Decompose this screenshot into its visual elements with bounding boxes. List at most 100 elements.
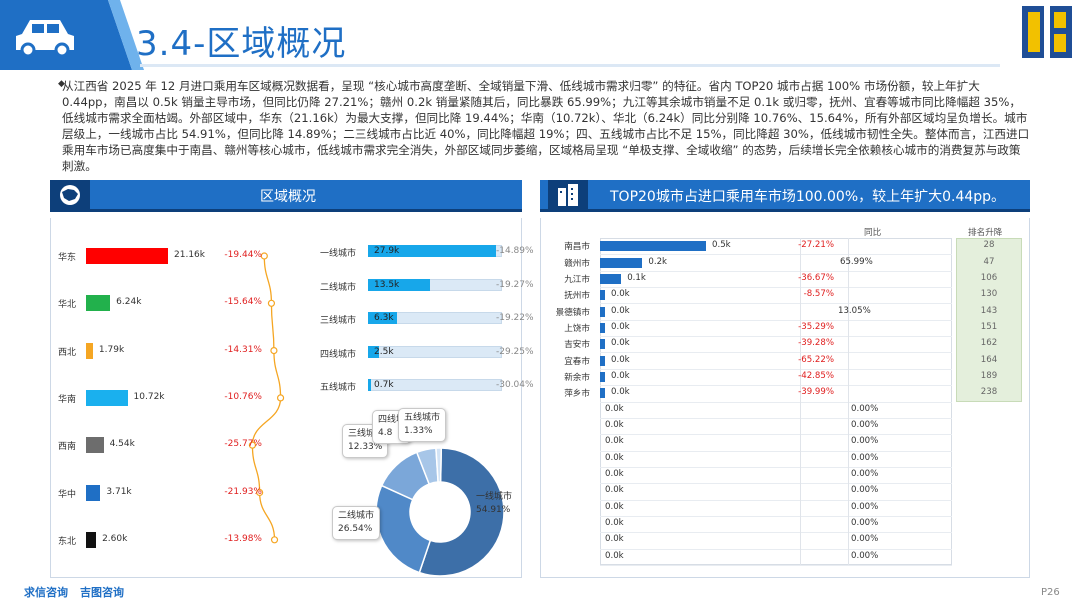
- tier-yoy: -30.04%: [496, 380, 534, 390]
- rank-column-header: 排名升降: [968, 228, 1003, 238]
- rank-column-bg: [956, 238, 1022, 402]
- city-rank: 162: [980, 338, 998, 349]
- city-value: 0.5k: [712, 240, 731, 251]
- region-yoy-point: [260, 252, 268, 260]
- tier-label: 一线城市: [320, 249, 357, 259]
- city-yoy: -35.29%: [798, 321, 834, 332]
- china-map-icon: [50, 180, 90, 212]
- tier-label: 五线城市: [320, 383, 357, 393]
- region-value: 6.24k: [116, 297, 142, 308]
- city-empty-value: 0.0k: [605, 534, 624, 545]
- city-row-divider: [600, 483, 952, 485]
- tier-value: 6.3k: [374, 313, 394, 323]
- city-row-divider: [600, 287, 952, 289]
- region-bar: [86, 531, 97, 548]
- region-value: 4.54k: [109, 439, 135, 450]
- region-label: 东北: [58, 536, 77, 547]
- region-yoy-point: [256, 488, 264, 497]
- city-bar: [600, 322, 605, 333]
- city-row-divider: [600, 565, 952, 566]
- city-row-divider: [600, 499, 952, 501]
- city-row-divider: [600, 270, 952, 272]
- city-yoy: -65.22%: [798, 354, 834, 365]
- city-value: 0.0k: [611, 354, 630, 365]
- city-row-divider: [600, 352, 952, 354]
- brand-logo-icon: [1018, 4, 1076, 62]
- city-empty-yoy: 0.00%: [851, 452, 879, 463]
- city-bar: [600, 388, 605, 399]
- city-empty-yoy: 0.00%: [851, 501, 879, 512]
- region-value: 2.60k: [102, 533, 128, 544]
- city-yoy: 65.99%: [840, 256, 873, 267]
- city-row-divider: [600, 417, 952, 419]
- callout-name: 二线城市: [338, 511, 375, 521]
- city-value: 0.2k: [648, 256, 668, 267]
- city-yoy: -39.99%: [798, 387, 834, 398]
- donut-slice: [435, 447, 443, 483]
- tier-value: 13.5k: [374, 279, 400, 290]
- city-row-divider: [600, 450, 952, 452]
- city-empty-value: 0.0k: [605, 550, 624, 561]
- city-value: 0.0k: [611, 387, 630, 398]
- city-name: 赣州市: [564, 258, 590, 269]
- city-value: 0.0k: [611, 289, 630, 300]
- tier-label: 三线城市: [320, 316, 357, 326]
- callout-name: 四线城: [378, 415, 406, 425]
- city-value: 0.0k: [611, 321, 630, 332]
- tier-yoy: -19.22%: [496, 313, 534, 323]
- footer-link-qiuxin[interactable]: 求信咨询: [24, 586, 68, 599]
- page-title: 3.4-区域概况: [136, 24, 347, 64]
- tier-bar: [368, 345, 380, 358]
- region-yoy: -21.93%: [224, 486, 262, 497]
- city-empty-value: 0.0k: [605, 452, 624, 463]
- city-yoy: -36.67%: [798, 272, 834, 283]
- city-bar: [600, 273, 622, 284]
- city-rank: 106: [980, 272, 998, 283]
- tier-bar: [368, 312, 397, 324]
- city-row-divider: [600, 368, 952, 370]
- left-panel-frame: [50, 218, 522, 578]
- city-empty-value: 0.0k: [605, 501, 624, 512]
- city-name: 新余市: [564, 372, 590, 383]
- donut-label-name: 一线城市: [476, 492, 513, 502]
- region-yoy: -13.98%: [224, 533, 262, 544]
- city-empty-yoy: 0.00%: [851, 550, 879, 561]
- region-bar: [86, 248, 168, 264]
- donut-slice: [375, 484, 432, 574]
- tier-donut-chart: [375, 447, 505, 577]
- city-row-divider: [600, 336, 952, 338]
- city-empty-value: 0.0k: [605, 420, 624, 431]
- city-empty-yoy: 0.00%: [851, 485, 879, 496]
- donut-callout-tier2: 二线城市 26.54%: [332, 506, 381, 540]
- city-row-divider: [600, 434, 952, 436]
- city-name: 上饶市: [564, 323, 590, 334]
- city-row-divider: [600, 385, 952, 387]
- city-bar: [600, 339, 605, 350]
- callout-value: 1.33%: [404, 426, 433, 436]
- city-name: 抚州市: [564, 291, 590, 302]
- right-panel-header: TOP20城市占进口乘用车市场100.00%，较上年扩大0.44pp。: [540, 180, 1030, 212]
- region-yoy-point: [270, 346, 278, 355]
- region-yoy-point: [270, 536, 279, 544]
- footer-link-jitu[interactable]: 吉图咨询: [80, 586, 124, 599]
- right-panel-title: TOP20城市占进口乘用车市场100.00%，较上年扩大0.44pp。: [610, 189, 1006, 205]
- donut-label-tier1: 一线城市 54.91%: [476, 491, 512, 517]
- city-row-divider: [600, 254, 952, 256]
- region-label: 西南: [58, 442, 77, 453]
- yoy-column-header: 同比: [864, 228, 882, 238]
- city-empty-value: 0.0k: [605, 518, 624, 529]
- region-yoy: -10.76%: [224, 391, 262, 402]
- city-value: 0.0k: [611, 370, 630, 381]
- city-name: 九江市: [564, 274, 590, 285]
- region-label: 华东: [58, 253, 77, 263]
- city-row-divider: [600, 532, 952, 534]
- city-name: 南昌市: [564, 242, 590, 253]
- city-rank: 164: [980, 354, 998, 365]
- region-yoy: -15.64%: [224, 297, 262, 308]
- city-column-divider: [848, 238, 849, 565]
- city-row-divider: [600, 319, 952, 321]
- region-label: 华中: [58, 489, 77, 500]
- city-name: 萍乡市: [564, 389, 590, 400]
- callout-name: 三线城: [348, 429, 376, 439]
- tier-label: 四线城市: [320, 349, 357, 360]
